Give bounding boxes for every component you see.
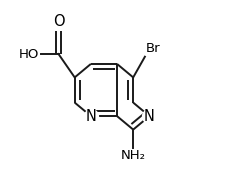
Text: HO: HO [19,48,40,60]
Text: N: N [85,109,96,124]
Text: N: N [144,109,155,124]
Text: NH₂: NH₂ [121,149,146,162]
Text: O: O [53,14,64,29]
Text: Br: Br [146,42,161,55]
